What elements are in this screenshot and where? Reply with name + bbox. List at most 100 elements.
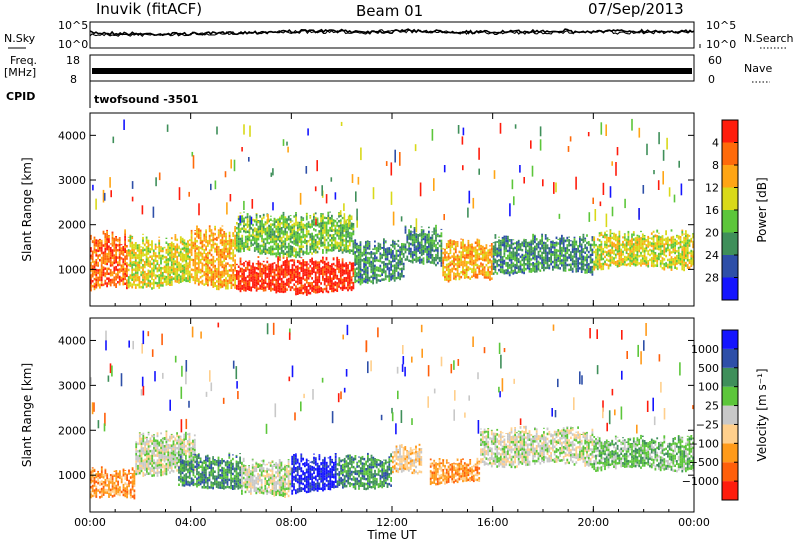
power-panel-cell [354,258,357,261]
power-panel-cell [266,275,269,278]
power-panel-cell [415,235,418,239]
power-panel-cell [271,287,274,291]
power-panel-cell [428,260,430,263]
power-panel-cell [167,277,170,281]
power-panel-cell [197,256,200,259]
power-panel-cell [505,257,508,260]
power-panel-cell [458,272,461,276]
power-panel-cell [467,268,470,272]
power-panel-cell [327,231,330,235]
power-panel-cell [217,250,220,254]
power-panel-cell [611,244,614,247]
power-panel-cell [311,220,313,223]
power-panel-cell [221,282,224,286]
power-panel-cell [225,269,227,273]
power-panel-cell [143,283,146,286]
power-panel-cell [692,262,694,266]
power-panel-cell [541,239,543,242]
power-panel-cell [255,238,258,241]
power-panel-cell [667,258,669,262]
power-panel-cell [435,258,437,262]
power-panel-cell [320,229,322,232]
power-panel-cell [117,244,119,247]
power-panel-cell [339,281,342,285]
power-panel-cell [613,242,615,245]
power-panel-cell [279,275,281,279]
power-panel-cell [230,238,233,240]
power-panel-cell [537,241,540,244]
power-panel-cell [363,265,365,268]
power-panel-cell [413,231,416,234]
power-panel-cell [629,251,632,255]
power-panel-cell [359,258,362,261]
power-panel-cell [282,290,285,294]
power-panel-cell [379,257,382,260]
power-panel-cell [600,233,603,236]
power-panel-cell [174,277,177,280]
power-panel-cell [239,223,242,226]
power-panel-cell [160,266,162,270]
power-panel-cell [663,238,666,241]
power-panel-cell [108,238,110,241]
power-panel-cell [161,284,164,287]
power-panel-cell [305,266,308,269]
power-panel-cell [460,275,463,279]
power-panel-cell [528,245,531,249]
power-panel-cell [134,247,137,250]
power-panel-cell [683,244,685,247]
power-panel-cell [331,282,333,285]
power-panel-cell [212,285,215,288]
power-panel-cell [517,245,520,249]
power-panel-cell [270,223,272,226]
power-panel-cell [374,269,376,272]
power-panel-cell [248,276,251,279]
power-panel-cell [417,239,419,243]
power-panel-cell [521,258,524,262]
power-panel-cell [492,255,495,258]
power-panel-cell [311,289,313,292]
power-panel-cell [108,282,110,285]
power-panel-cell [370,280,373,283]
power-panel-cell [216,245,218,249]
power-panel-cell [528,257,531,261]
power-panel-cell [131,263,134,267]
power-panel-cell [596,253,599,256]
power-panel-cell [188,263,191,266]
power-panel-cell [530,250,533,254]
power-panel-cell [607,236,610,238]
power-panel-cell [275,235,278,238]
power-panel-cell [165,270,168,274]
power-panel-cell [350,215,353,218]
power-panel-cell [243,269,245,272]
power-panel-cell [481,251,484,254]
power-panel-cell [147,259,150,263]
power-panel-cell [295,275,297,279]
power-panel-cell [223,281,226,284]
power-panel-cell [264,242,267,246]
power-panel-cell [223,264,226,267]
power-panel-cell [582,260,585,263]
power-panel-cell [492,265,495,268]
power-panel-cell [397,261,400,265]
power-panel-cell [496,247,499,251]
power-panel-cell [302,225,305,229]
power-panel-cell [279,235,281,238]
power-panel-cell [208,234,211,238]
power-panel-cell [311,242,313,245]
power-panel-cell [623,263,626,266]
power-panel-cell [210,239,213,242]
power-panel-cell [100,281,103,284]
power-panel-cell [318,290,321,293]
power-panel-cell [219,234,222,237]
power-panel-cell [257,225,260,229]
power-panel-cell [654,264,657,267]
power-panel-cell [347,283,349,287]
power-panel-cell [510,251,513,254]
power-panel-cell [334,224,337,228]
power-panel-cell [436,256,439,260]
power-panel-cell [347,278,349,282]
power-panel-cell [564,269,567,272]
power-panel-cell [627,238,630,241]
power-panel-cell [134,274,137,277]
power-panel-cell [165,248,168,252]
